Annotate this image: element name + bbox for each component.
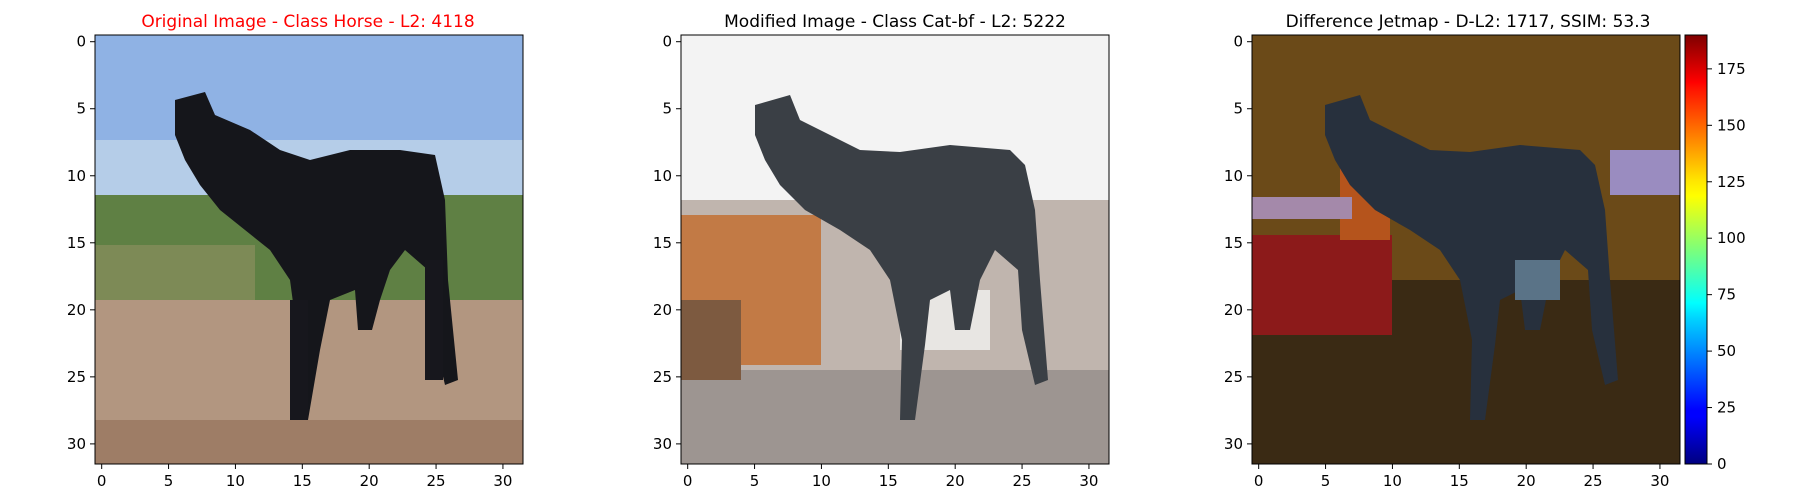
bushes-light [95,245,255,305]
panel-title-original: Original Image - Class Horse - L2: 4118 [141,12,474,32]
image-original [95,35,523,464]
y-tick-label: 0 [1233,33,1243,51]
y-ticks-difference: 0 5 10 15 20 25 30 [1224,33,1252,453]
image-modified [681,35,1109,464]
y-tick-label: 0 [662,33,672,51]
horse-silhouette-difference [1325,95,1618,420]
x-tick-label: 15 [293,472,312,490]
horse-silhouette [175,92,458,420]
x-tick-label: 20 [360,472,379,490]
x-tick-label: 25 [1584,472,1603,490]
panel-difference: Difference Jetmap - D-L2: 1717, SSIM: 53… [1224,12,1681,490]
x-ticks-modified: 0 5 10 15 20 25 30 [683,464,1098,490]
x-tick-label: 15 [879,472,898,490]
y-tick-label: 5 [662,100,672,118]
x-tick-label: 20 [1517,472,1536,490]
y-tick-label: 25 [67,368,86,386]
y-tick-label: 10 [1224,167,1243,185]
x-tick-label: 20 [946,472,965,490]
horse-leg-front [290,300,308,420]
x-tick-label: 15 [1450,472,1469,490]
x-tick-label: 5 [750,472,760,490]
panel-modified: Modified Image - Class Cat-bf - L2: 5222… [653,12,1110,490]
orange-blotch-dark [681,300,741,380]
x-tick-label: 5 [164,472,174,490]
y-tick-label: 30 [653,435,672,453]
y-tick-label: 30 [67,435,86,453]
y-tick-label: 0 [76,33,86,51]
colorbar-tick-label: 175 [1717,60,1746,78]
colorbar-tick-label: 0 [1717,455,1727,473]
y-ticks-original: 0 5 10 15 20 25 30 [67,33,95,453]
y-tick-label: 30 [1224,435,1243,453]
axes-frame-modified [680,34,1110,465]
y-tick-label: 10 [67,167,86,185]
y-tick-label: 25 [653,368,672,386]
y-tick-label: 5 [76,100,86,118]
x-tick-label: 30 [493,472,512,490]
colorbar: 0 25 50 75 100 125 150 175 [1684,34,1746,473]
diff-lilac-left [1252,197,1352,219]
x-tick-label: 10 [226,472,245,490]
colorbar-tick-label: 50 [1717,342,1736,360]
x-tick-label: 10 [812,472,831,490]
y-tick-label: 15 [653,234,672,252]
y-tick-label: 10 [653,167,672,185]
x-ticks-original: 0 5 10 15 20 25 30 [97,464,512,490]
panel-title-difference: Difference Jetmap - D-L2: 1717, SSIM: 53… [1286,12,1651,32]
y-tick-label: 15 [1224,234,1243,252]
x-tick-label: 0 [1254,472,1264,490]
panel-original: Original Image - Class Horse - L2: 4118 … [67,12,524,490]
x-tick-label: 0 [683,472,693,490]
y-tick-label: 5 [1233,100,1243,118]
colorbar-tick-label: 25 [1717,399,1736,417]
panel-title-modified: Modified Image - Class Cat-bf - L2: 5222 [724,12,1066,32]
x-tick-label: 25 [1013,472,1032,490]
y-tick-label: 20 [1224,301,1243,319]
ground-gray [681,370,1109,464]
x-tick-label: 30 [1079,472,1098,490]
colorbar-tick-label: 100 [1717,229,1746,247]
axes-frame-original [94,34,524,465]
x-tick-label: 0 [97,472,107,490]
x-tick-label: 5 [1321,472,1331,490]
diff-blue-patch [1515,260,1560,300]
colorbar-tick-label: 75 [1717,286,1736,304]
colorbar-ticks: 0 25 50 75 100 125 150 175 [1707,60,1746,473]
colorbar-gradient [1684,34,1708,465]
axes-frame-difference [1251,34,1681,465]
x-tick-label: 30 [1650,472,1669,490]
diff-red-patch [1252,235,1392,335]
x-tick-label: 25 [427,472,446,490]
diff-lilac-right [1610,150,1680,195]
colorbar-tick-label: 125 [1717,173,1746,191]
y-ticks-modified: 0 5 10 15 20 25 30 [653,33,681,453]
ground-dark [95,420,523,464]
x-tick-label: 10 [1383,472,1402,490]
image-difference [1252,35,1680,464]
horse-silhouette-modified [755,95,1048,420]
y-tick-label: 25 [1224,368,1243,386]
y-tick-label: 15 [67,234,86,252]
y-tick-label: 20 [67,301,86,319]
horse-leg-back [425,260,443,380]
colorbar-tick-label: 150 [1717,116,1746,134]
y-tick-label: 20 [653,301,672,319]
x-ticks-difference: 0 5 10 15 20 25 30 [1254,464,1669,490]
